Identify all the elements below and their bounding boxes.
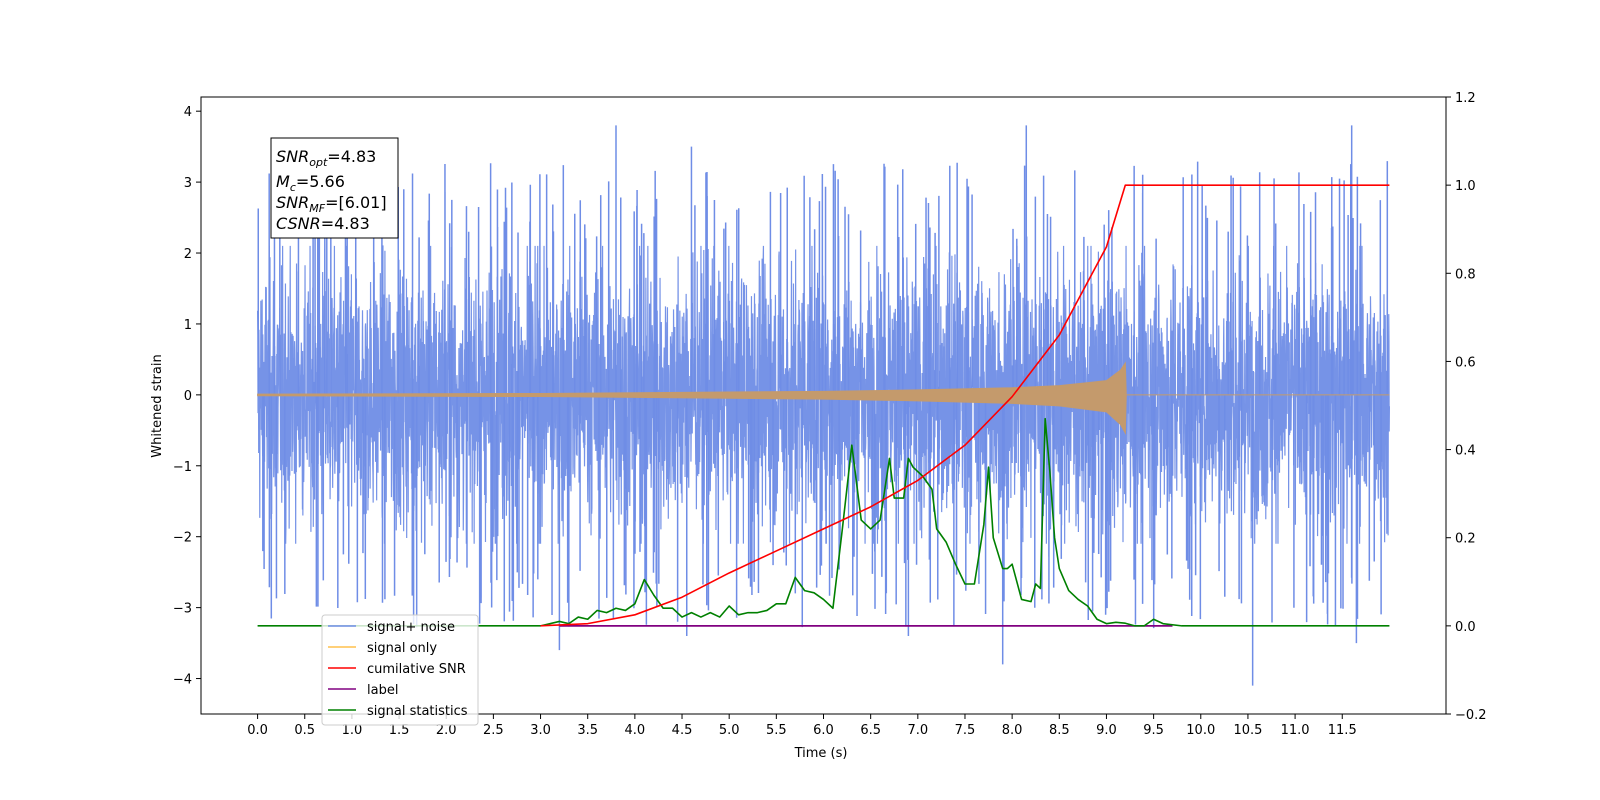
x-tick-label-21: 10.5 <box>1233 723 1262 738</box>
y-left-tick-label-6: −2 <box>173 531 192 546</box>
legend-label-3: label <box>367 683 398 698</box>
info-csnr: CSNR=4.83 <box>276 214 370 233</box>
series-signal-noise-peaks <box>257 125 1389 686</box>
x-tick-label-11: 5.5 <box>766 723 787 738</box>
y-left-tick-label-0: 4 <box>184 105 192 120</box>
y-right-tick-label-6: 0.0 <box>1455 620 1476 635</box>
y-axis-label: Whitened strain <box>150 354 165 457</box>
x-tick-label-8: 4.0 <box>625 723 646 738</box>
series-cumulative-snr <box>540 184 1390 627</box>
x-tick-label-22: 11.0 <box>1281 723 1310 738</box>
x-tick-label-20: 10.0 <box>1186 723 1215 738</box>
x-tick-label-16: 8.0 <box>1002 723 1023 738</box>
y-left-tick-label-3: 1 <box>184 318 192 333</box>
x-tick-label-17: 8.5 <box>1049 723 1070 738</box>
x-axis-label: Time (s) <box>794 746 848 761</box>
y-right-tick-label-2: 0.8 <box>1455 267 1476 282</box>
x-tick-label-4: 2.0 <box>436 723 457 738</box>
y-left-tick-label-2: 2 <box>184 247 192 262</box>
x-tick-label-9: 4.5 <box>672 723 693 738</box>
series-signal-only <box>257 361 1390 436</box>
info-box: SNRopt=4.83 Mc=5.66 SNRMF=[6.01] CSNR=4.… <box>270 137 399 239</box>
x-tick-label-14: 7.0 <box>907 723 928 738</box>
y-right-tick-label-7: −0.2 <box>1455 708 1487 723</box>
y-left-tick-label-4: 0 <box>184 389 192 404</box>
legend-label-0: signal+ noise <box>367 620 455 635</box>
x-tick-label-1: 0.5 <box>294 723 315 738</box>
x-tick-label-0: 0.0 <box>247 723 268 738</box>
legend: signal+ noise signal only cumilative SNR la… <box>321 614 479 726</box>
x-tick-label-10: 5.0 <box>719 723 740 738</box>
y-right-tick-label-1: 1.0 <box>1455 179 1476 194</box>
x-tick-label-13: 6.5 <box>860 723 881 738</box>
info-mc: Mc=5.66 <box>276 172 345 194</box>
series-signal-statistics <box>257 417 1390 627</box>
x-tick-label-6: 3.0 <box>530 723 551 738</box>
info-snr-mf: SNRMF=[6.01] <box>276 193 387 215</box>
x-tick-label-18: 9.0 <box>1096 723 1117 738</box>
legend-label-2: cumilative SNR <box>367 662 466 677</box>
x-tick-label-12: 6.0 <box>813 723 834 738</box>
x-tick-label-7: 3.5 <box>577 723 598 738</box>
y-left-tick-label-1: 3 <box>184 176 192 191</box>
x-tick-label-3: 1.5 <box>389 723 410 738</box>
legend-label-1: signal only <box>367 641 437 656</box>
info-snr-opt: SNRopt=4.83 <box>276 147 376 169</box>
y-right-tick-label-0: 1.2 <box>1455 91 1476 106</box>
y-left-tick-label-8: −4 <box>173 673 192 688</box>
x-axis-ticks: 0.0 0.5 1.0 1.5 2.0 2.5 3.0 3.5 4.0 4.5 5.0 5.5 6.0 6… <box>247 714 1357 738</box>
y-right-tick-label-3: 0.6 <box>1455 355 1476 370</box>
right-y-axis-ticks: 1.2 1.0 0.8 0.6 0.4 0.2 0.0 −0.2 <box>1446 91 1487 723</box>
y-left-tick-label-7: −3 <box>173 602 192 617</box>
legend-label-4: signal statistics <box>367 704 468 719</box>
x-tick-label-2: 1.0 <box>342 723 363 738</box>
y-right-tick-label-5: 0.2 <box>1455 532 1476 547</box>
legend-frame <box>321 614 479 726</box>
x-tick-label-15: 7.5 <box>955 723 976 738</box>
y-right-tick-label-4: 0.4 <box>1455 444 1476 459</box>
x-tick-label-19: 9.5 <box>1143 723 1164 738</box>
series-layer <box>256 125 1391 686</box>
x-tick-label-23: 11.5 <box>1328 723 1357 738</box>
y-left-tick-label-5: −1 <box>173 460 192 475</box>
x-tick-label-5: 2.5 <box>483 723 504 738</box>
info-box-frame <box>270 137 399 239</box>
left-y-axis-ticks: 4 3 2 1 0 −1 −2 −3 −4 <box>173 105 201 688</box>
